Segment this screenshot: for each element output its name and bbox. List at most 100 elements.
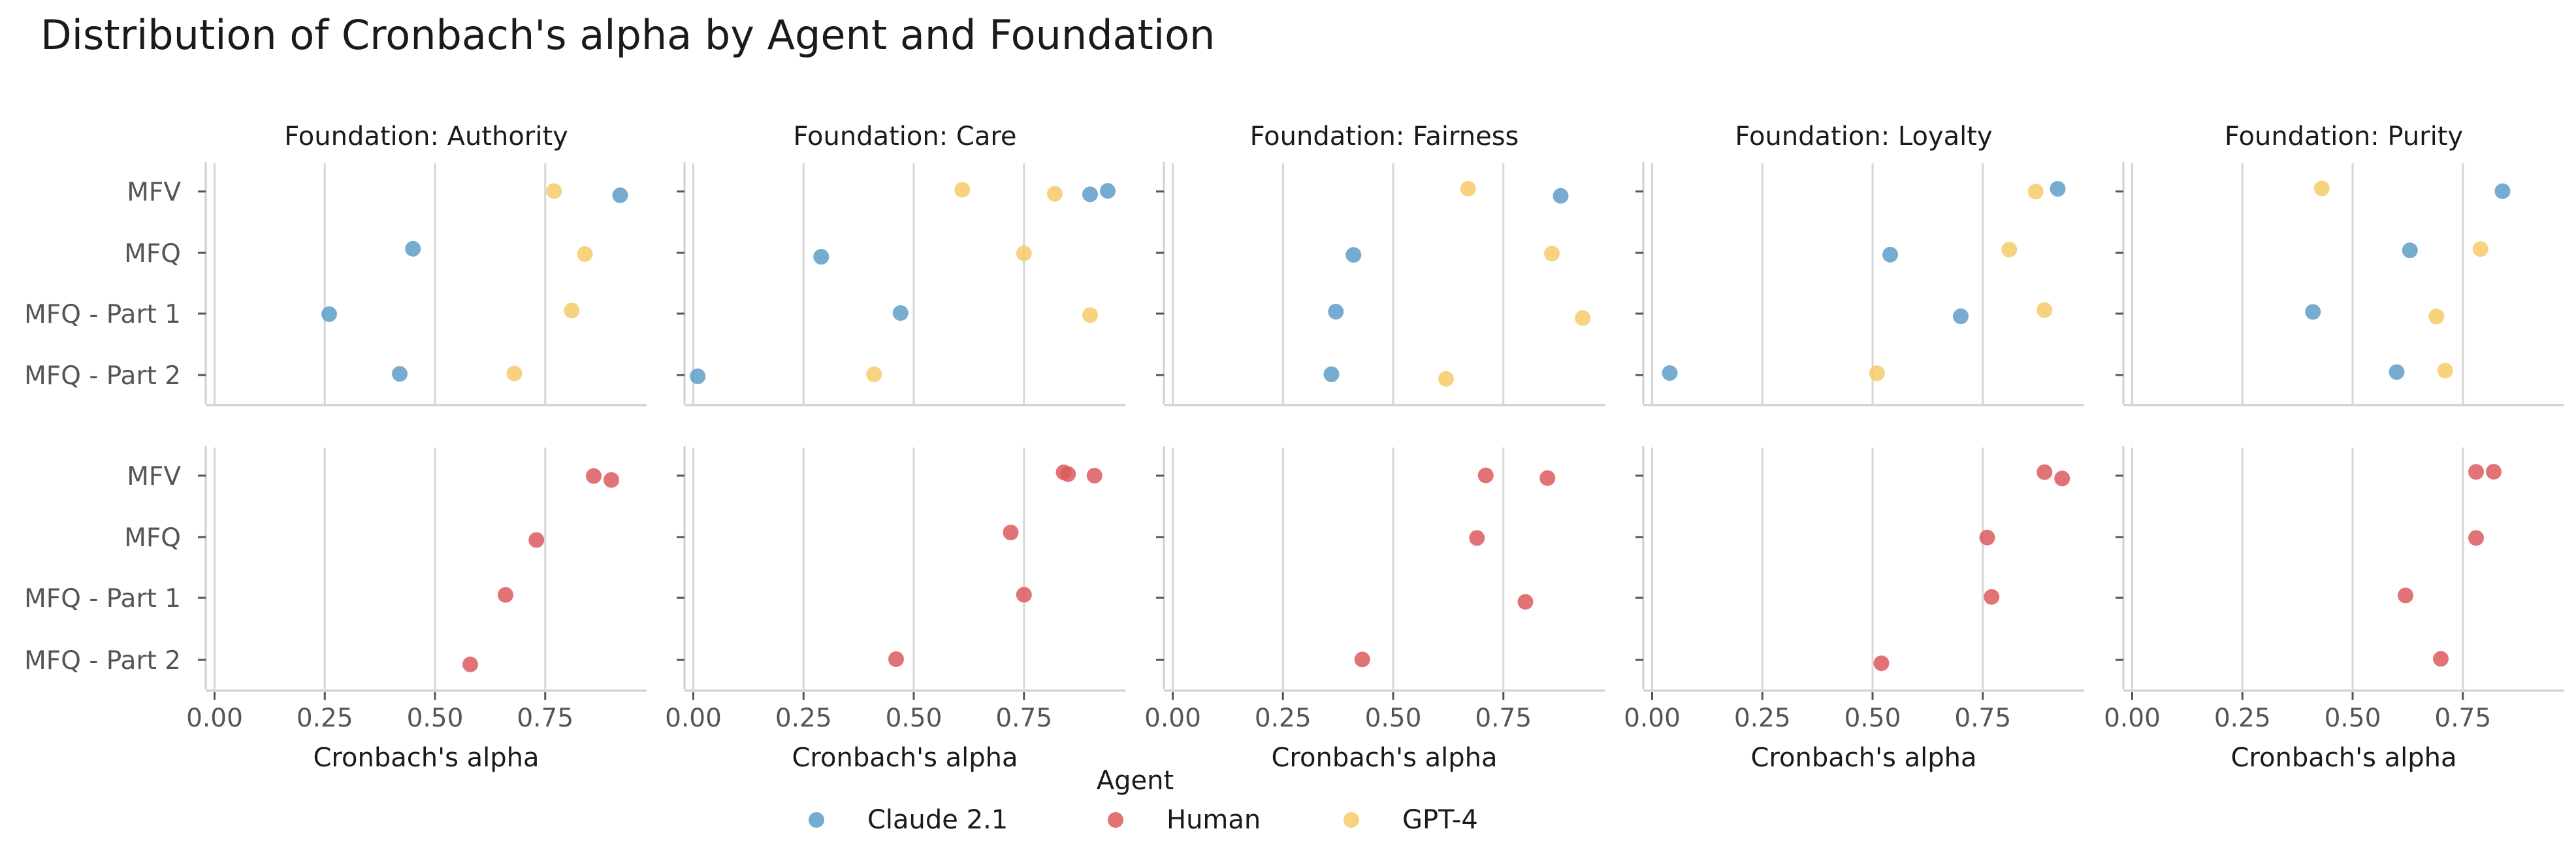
facet-title: Foundation: Fairness (1250, 122, 1519, 152)
data-point (690, 368, 706, 385)
x-tick-label: 0.25 (297, 704, 353, 733)
facet-column-4: Foundation: Purity 0.00 0.25 0.50 0.75 Cronba… (2104, 122, 2564, 773)
x-tick-label: 0.25 (1734, 704, 1791, 733)
data-point (2437, 363, 2453, 379)
data-point (813, 248, 829, 265)
legend-label: Human (1167, 805, 1261, 835)
data-point (1003, 525, 1019, 541)
panel-top: MFV MFQ MFQ - Part 1 MFQ - Part 2 (24, 162, 647, 406)
data-point (1323, 366, 1340, 382)
x-tick-label: 0.00 (1624, 704, 1681, 733)
data-point (2054, 470, 2070, 487)
y-tick-label: MFQ (124, 523, 181, 553)
data-point (2428, 308, 2445, 325)
x-tick-label: 0.50 (1365, 704, 1422, 733)
x-tick-label: 0.75 (517, 704, 573, 733)
data-point (2037, 464, 2053, 480)
data-point (405, 240, 421, 257)
data-point (2486, 464, 2502, 480)
data-point (1438, 370, 1454, 387)
data-point (528, 532, 545, 548)
data-point (577, 246, 593, 262)
data-point (2468, 464, 2484, 480)
y-tick-label: MFQ (124, 239, 181, 269)
data-point (1984, 589, 2000, 605)
legend-marker (1108, 812, 1123, 828)
data-point (2389, 364, 2405, 380)
facet-title: Foundation: Authority (284, 122, 568, 152)
legend-marker (809, 812, 824, 828)
data-point (892, 305, 909, 321)
chart-title: Distribution of Cronbach's alpha by Agen… (40, 11, 1215, 59)
data-point (1869, 365, 1885, 382)
facet-column-1: Foundation: Care 0.00 0.25 0.50 0.75 Cronbach… (665, 122, 1125, 773)
y-tick-label: MFQ - Part 1 (24, 584, 181, 613)
panel-top (2116, 162, 2564, 406)
x-tick-label: 0.00 (186, 704, 243, 733)
x-tick-label: 0.50 (886, 704, 942, 733)
panel-top (677, 162, 1125, 406)
x-tick-label: 0.50 (407, 704, 464, 733)
data-point (1100, 183, 1116, 199)
x-axis-label: Cronbach's alpha (1272, 743, 1498, 773)
data-point (1086, 467, 1103, 483)
data-point (1544, 246, 1560, 262)
x-tick-label: 0.50 (2325, 704, 2381, 733)
data-point (586, 468, 602, 484)
data-point (1047, 186, 1063, 202)
data-point (1354, 651, 1370, 668)
data-point (506, 365, 523, 382)
x-axis-label: Cronbach's alpha (314, 743, 539, 773)
panel-bottom: 0.00 0.25 0.50 0.75 Cronbach's alpha (2104, 446, 2564, 773)
x-tick-label: 0.25 (1255, 704, 1312, 733)
data-point (2398, 587, 2413, 604)
panel-bottom: 0.00 0.25 0.50 0.75 Cronbach's alpha (665, 446, 1125, 773)
data-point (866, 366, 882, 382)
data-point (604, 472, 619, 488)
y-tick-label: MFV (127, 178, 181, 207)
data-point (1469, 530, 1485, 546)
data-point (1873, 655, 1890, 672)
data-point (1575, 310, 1591, 326)
x-tick-label: 0.00 (2104, 704, 2161, 733)
y-tick-label: MFQ - Part 1 (24, 300, 181, 329)
x-tick-label: 0.00 (1144, 704, 1201, 733)
y-tick-label: MFQ - Part 2 (24, 361, 181, 391)
data-point (1345, 247, 1362, 263)
data-point (1082, 186, 1098, 203)
y-tick-label: MFV (127, 462, 181, 491)
data-point (498, 587, 513, 603)
facet-column-3: Foundation: Loyalty 0.00 0.25 0.50 0.75 Cronb… (1624, 122, 2084, 773)
data-point (1553, 188, 1569, 204)
x-axis-label: Cronbach's alpha (2231, 743, 2457, 773)
legend-marker (1344, 812, 1359, 828)
panel-bottom: MFV MFQ MFQ - Part 1 MFQ - Part 20.00 0.25 0.… (24, 446, 647, 773)
data-point (1460, 180, 1476, 197)
data-point (2027, 184, 2044, 200)
data-point (1016, 245, 1032, 261)
data-point (1328, 303, 1344, 319)
data-point (2001, 241, 2018, 257)
facet-title: Foundation: Loyalty (1735, 122, 1992, 152)
data-point (888, 651, 904, 667)
data-point (564, 303, 580, 319)
x-tick-label: 0.75 (2434, 704, 2491, 733)
facet-column-2: Foundation: Fairness 0.00 0.25 0.50 0.75 Cron… (1144, 122, 1605, 773)
legend-title: Agent (1097, 766, 1174, 796)
data-point (2402, 242, 2418, 259)
legend: Agent Claude 2.1 Human GPT-4 (809, 766, 1478, 835)
data-point (612, 187, 628, 203)
legend-label: GPT-4 (1402, 805, 1478, 835)
facet-title: Foundation: Care (793, 122, 1016, 152)
x-axis-label: Cronbach's alpha (792, 743, 1018, 773)
data-point (1477, 467, 1494, 483)
data-point (2494, 183, 2511, 199)
x-tick-label: 0.25 (2214, 704, 2271, 733)
data-point (1953, 308, 1969, 325)
x-tick-label: 0.75 (1475, 704, 1532, 733)
x-tick-label: 0.75 (1954, 704, 2011, 733)
data-point (392, 366, 408, 382)
